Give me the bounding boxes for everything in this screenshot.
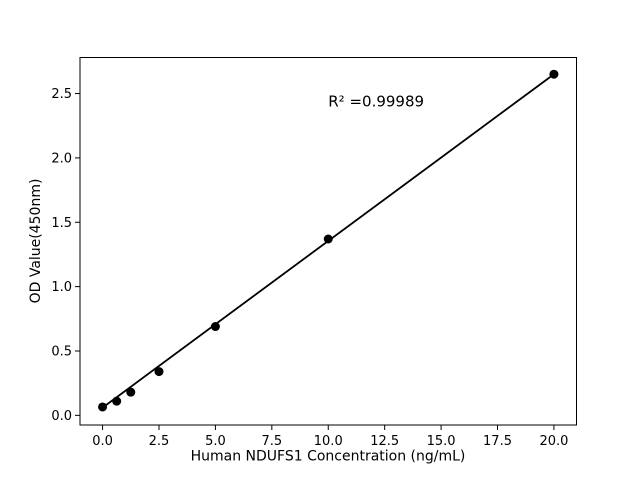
y-tick-label: 1.5: [51, 216, 72, 231]
y-tick-label: 1.0: [51, 280, 72, 295]
x-tick-label: 12.5: [370, 434, 399, 449]
x-tick-label: 15.0: [427, 434, 456, 449]
y-tick-label: 2.5: [51, 87, 72, 102]
x-tick-label: 17.5: [483, 434, 512, 449]
data-points-group: [98, 69, 559, 412]
data-point: [126, 387, 136, 397]
y-tick-label: 2.0: [51, 151, 72, 166]
x-tick-label: 2.5: [149, 434, 170, 449]
data-point: [154, 367, 164, 377]
data-point: [549, 69, 559, 79]
x-tick-label: 7.5: [261, 434, 282, 449]
y-axis-label: OD Value(450nm): [28, 179, 44, 304]
x-axis: 0.0 2.5 5.0 7.5 10.0 12.5 15.0 17.5 20.0: [92, 425, 568, 449]
data-point: [112, 396, 122, 406]
y-tick-label: 0.5: [51, 344, 72, 359]
x-axis-label: Human NDUFS1 Concentration (ng/mL): [191, 449, 466, 465]
x-tick-label: 10.0: [314, 434, 343, 449]
r-squared-annotation: R² =0.99989: [328, 92, 424, 110]
y-axis: 0.0 0.5 1.0 1.5 2.0 2.5: [51, 87, 80, 424]
x-tick-label: 20.0: [539, 434, 568, 449]
data-point: [210, 322, 220, 332]
data-point: [98, 402, 108, 412]
y-tick-label: 0.0: [51, 409, 72, 424]
data-point: [323, 234, 333, 244]
x-tick-label: 5.0: [205, 434, 226, 449]
x-tick-label: 0.0: [92, 434, 113, 449]
